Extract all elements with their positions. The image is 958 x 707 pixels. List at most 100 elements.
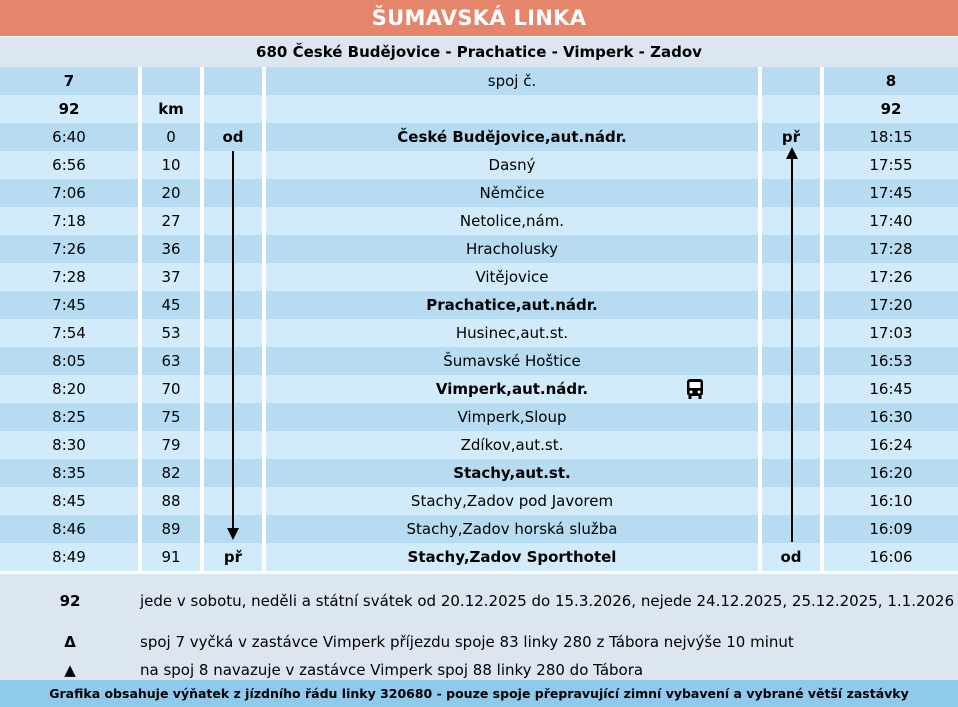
arrival-time: 16:30: [820, 403, 958, 431]
arrow-up-head-icon: [786, 147, 798, 159]
departure-time: 7:26: [0, 235, 140, 263]
note-text: na spoj 8 navazuje v zastávce Vimperk sp…: [140, 661, 644, 679]
stop-name: Šumavské Hoštice: [262, 347, 760, 375]
km-value: 82: [138, 459, 202, 487]
stop-name: Vitějovice: [262, 263, 760, 291]
stop-name: Stachy,Zadov horská služba: [262, 515, 760, 543]
stop-name: Dasný: [262, 151, 760, 179]
arrival-time: 16:06: [820, 543, 958, 571]
departure-time: 8:35: [0, 459, 140, 487]
table-row: 7:54 53 Husinec,aut.st. 17:03: [0, 319, 958, 347]
table-row: 8:49 91 př Stachy,Zadov Sporthotel od 16:06: [0, 543, 958, 571]
note-symbol: 92: [59, 592, 81, 610]
table-row: 8:45 88 Stachy,Zadov pod Javorem 16:10: [0, 487, 958, 515]
km-value: 0: [138, 123, 202, 151]
arrow-up-icon: [791, 158, 793, 542]
page-title: ŠUMAVSKÁ LINKA: [0, 0, 958, 36]
km-value: 36: [138, 235, 202, 263]
stop-name: Stachy,aut.st.: [262, 459, 760, 487]
table-row: 7:45 45 Prachatice,aut.nádr. 17:20: [0, 291, 958, 319]
departure-time: 8:25: [0, 403, 140, 431]
departure-time: 8:46: [0, 515, 140, 543]
arrival-time: 17:26: [820, 263, 958, 291]
km-value: 45: [138, 291, 202, 319]
table-row: 7:18 27 Netolice,nám. 17:40: [0, 207, 958, 235]
km-value: 75: [138, 403, 202, 431]
stop-name: Zdíkov,aut.st.: [262, 431, 760, 459]
km-value: 53: [138, 319, 202, 347]
arrival-time: 17:20: [820, 291, 958, 319]
departure-time: 7:18: [0, 207, 140, 235]
arrival-time: 18:15: [820, 123, 958, 151]
table-row: 8:05 63 Šumavské Hoštice 16:53: [0, 347, 958, 375]
table-row: 6:56 10 Dasný 17:55: [0, 151, 958, 179]
table-row: 7:28 37 Vitějovice 17:26: [0, 263, 958, 291]
note-symbol: Δ: [64, 633, 76, 651]
arrow-down-icon: [232, 151, 234, 531]
arrival-time: 16:53: [820, 347, 958, 375]
km-value: 70: [138, 375, 202, 403]
departure-time: 8:05: [0, 347, 140, 375]
spoj-left: 7: [0, 67, 140, 95]
arrival-time: 16:10: [820, 487, 958, 515]
table-row: 8:46 89 Stachy,Zadov horská služba 16:09: [0, 515, 958, 543]
arrival-time: 17:45: [820, 179, 958, 207]
spoj-right: 8: [820, 67, 958, 95]
arrival-time: 17:28: [820, 235, 958, 263]
mark-right: od: [758, 543, 822, 571]
note-ref-left: 92: [0, 95, 140, 123]
note-text: jede v sobotu, neděli a státní svátek od…: [140, 592, 955, 610]
stop-name: České Budějovice,aut.nádr.: [262, 123, 760, 151]
timetable: 7 spoj č. 8 92 km 92 6:40 0 od České Budějo…: [0, 67, 958, 571]
km-value: 88: [138, 487, 202, 515]
km-header-row: 92 km 92: [0, 95, 958, 123]
km-value: 89: [138, 515, 202, 543]
table-row: 7:26 36 Hracholusky 17:28: [0, 235, 958, 263]
mark-left: od: [200, 123, 264, 151]
stop-name: Hracholusky: [262, 235, 760, 263]
footer-note: Grafika obsahuje výňatek z jízdního řádu…: [0, 680, 958, 707]
departure-time: 8:45: [0, 487, 140, 515]
km-value: 63: [138, 347, 202, 375]
arrival-time: 16:45: [820, 375, 958, 403]
stop-name: Vimperk,aut.nádr.: [262, 375, 760, 403]
stop-name: Netolice,nám.: [262, 207, 760, 235]
note-item: ▲ na spoj 8 navazuje v zastávce Vimperk …: [0, 656, 958, 684]
departure-time: 6:40: [0, 123, 140, 151]
arrival-time: 17:40: [820, 207, 958, 235]
route-name: 680 České Budějovice - Prachatice - Vimp…: [0, 36, 958, 67]
note-item: 92 jede v sobotu, neděli a státní svátek…: [0, 574, 958, 628]
stop-name: Vimperk,Sloup: [262, 403, 760, 431]
arrow-down-head-icon: [227, 528, 239, 540]
table-row: 8:20 70 Vimperk,aut.nádr. 16:45: [0, 375, 958, 403]
arrival-time: 17:55: [820, 151, 958, 179]
note-ref-right: 92: [820, 95, 958, 123]
mark-left: př: [200, 543, 264, 571]
arrival-time: 16:09: [820, 515, 958, 543]
stop-name: Němčice: [262, 179, 760, 207]
arrival-time: 17:03: [820, 319, 958, 347]
departure-time: 6:56: [0, 151, 140, 179]
table-row: 8:30 79 Zdíkov,aut.st. 16:24: [0, 431, 958, 459]
departure-time: 7:28: [0, 263, 140, 291]
km-value: 20: [138, 179, 202, 207]
arrival-time: 16:20: [820, 459, 958, 487]
km-value: 27: [138, 207, 202, 235]
km-value: 91: [138, 543, 202, 571]
departure-time: 7:06: [0, 179, 140, 207]
table-row: 7:06 20 Němčice 17:45: [0, 179, 958, 207]
note-text: spoj 7 vyčká v zastávce Vimperk příjezdu…: [140, 633, 794, 651]
km-header: km: [138, 95, 202, 123]
table-row: 8:25 75 Vimperk,Sloup 16:30: [0, 403, 958, 431]
stop-name: Prachatice,aut.nádr.: [262, 291, 760, 319]
km-value: 79: [138, 431, 202, 459]
stop-name: Stachy,Zadov pod Javorem: [262, 487, 760, 515]
spoj-label: spoj č.: [262, 67, 760, 95]
bus-icon: [684, 378, 706, 400]
departure-time: 7:54: [0, 319, 140, 347]
departure-time: 7:45: [0, 291, 140, 319]
departure-time: 8:49: [0, 543, 140, 571]
departure-time: 8:20: [0, 375, 140, 403]
arrival-time: 16:24: [820, 431, 958, 459]
table-row: 6:40 0 od České Budějovice,aut.nádr. př 18:15: [0, 123, 958, 151]
